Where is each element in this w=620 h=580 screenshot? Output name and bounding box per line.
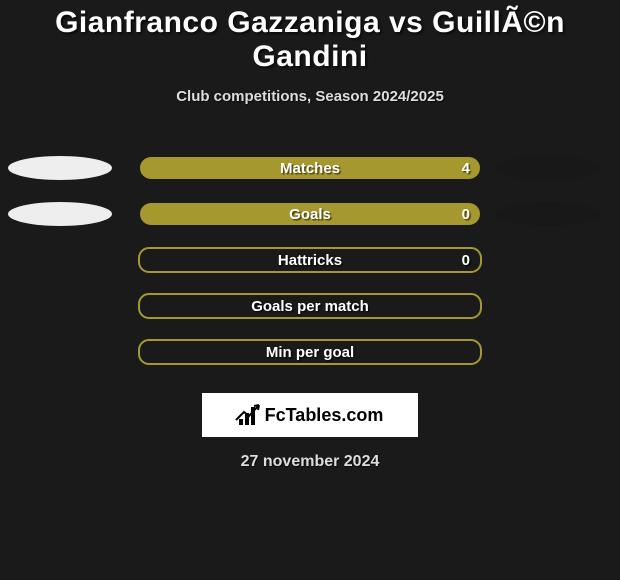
left-ellipse — [8, 156, 112, 180]
comparison-card: Gianfranco Gazzaniga vs GuillÃ©n Gandini… — [0, 0, 620, 580]
date-label: 27 november 2024 — [0, 453, 620, 471]
stat-row: Goals 0 — [0, 191, 620, 237]
logo-chart-icon — [237, 405, 261, 425]
stat-value: 0 — [462, 252, 470, 269]
stat-label: Goals — [289, 206, 331, 223]
stat-bar: Goals 0 — [140, 203, 480, 225]
stat-bar: Hattricks 0 — [138, 247, 482, 273]
stat-row: Hattricks 0 — [0, 237, 620, 283]
stat-row: Goals per match — [0, 283, 620, 329]
right-ellipse — [496, 202, 600, 226]
left-ellipse — [8, 202, 112, 226]
stat-row: Min per goal — [0, 329, 620, 375]
stat-bar: Goals per match — [138, 293, 482, 319]
stat-row: Matches 4 — [0, 145, 620, 191]
stat-label: Min per goal — [266, 344, 354, 361]
stat-label: Matches — [280, 160, 340, 177]
stat-value: 4 — [462, 160, 470, 177]
stat-bar: Matches 4 — [140, 157, 480, 179]
right-ellipse — [496, 156, 600, 180]
stat-value: 0 — [462, 206, 470, 223]
subtitle: Club competitions, Season 2024/2025 — [0, 88, 620, 105]
stat-label: Goals per match — [251, 298, 369, 315]
stats-rows: Matches 4 Goals 0 Hattricks 0 Goals per match M… — [0, 145, 620, 375]
page-title: Gianfranco Gazzaniga vs GuillÃ©n Gandini — [0, 0, 620, 74]
stat-bar: Min per goal — [138, 339, 482, 365]
logo-box[interactable]: FcTables.com — [202, 393, 418, 437]
logo-text: FcTables.com — [265, 405, 384, 426]
stat-label: Hattricks — [278, 252, 342, 269]
